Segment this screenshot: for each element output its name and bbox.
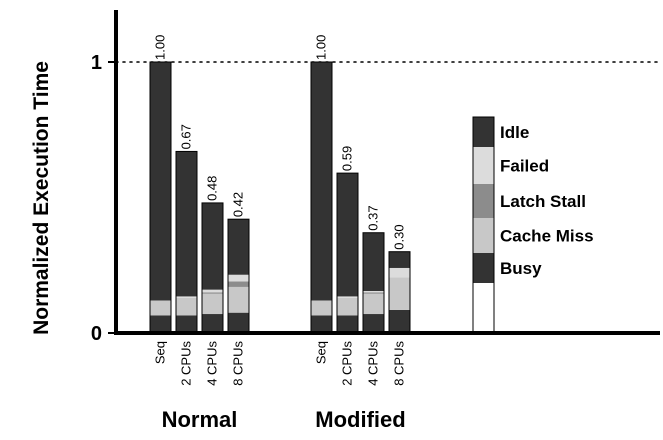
value-label-modified-4-cpus: 0.37 <box>366 205 381 230</box>
bar-segment-normal-4-cpus-latch-stall <box>202 292 223 294</box>
group-label-normal: Normal <box>162 407 238 432</box>
category-label-modified-2-cpus: 2 CPUs <box>340 341 355 386</box>
bar-segment-normal-4-cpus-cache-miss <box>202 293 223 315</box>
bar-segment-normal-2-cpus-cache-miss <box>176 297 197 316</box>
legend-label-idle: Idle <box>500 123 529 142</box>
bar-segment-modified-4-cpus-idle <box>363 232 384 291</box>
value-label-normal-8-cpus: 0.42 <box>231 192 246 217</box>
y-tick-label-0: 0 <box>91 323 102 345</box>
y-tick-label-1: 1 <box>91 52 102 74</box>
bar-segment-modified-8-cpus-idle <box>389 251 410 268</box>
value-label-modified-seq: 1.00 <box>314 35 329 60</box>
bar-labels-layer: 1.00 Seq 0.67 2 CPUs 0.48 4 CPUs 0.42 8 CPUs Nor… <box>153 35 407 432</box>
value-label-modified-2-cpus: 0.59 <box>340 146 355 171</box>
bar-segment-normal-4-cpus-failed <box>202 289 223 293</box>
bar-segment-normal-seq-idle <box>150 62 171 301</box>
bar-segment-normal-8-cpus-busy <box>228 312 249 333</box>
value-label-normal-4-cpus: 0.48 <box>205 176 220 201</box>
bar-segment-normal-4-cpus-busy <box>202 314 223 333</box>
bar-segment-normal-seq-busy <box>150 315 171 333</box>
legend-swatch-failed <box>473 147 494 184</box>
bar-segment-normal-8-cpus-cache-miss <box>228 286 249 313</box>
bar-segment-modified-4-cpus-cache-miss <box>363 293 384 315</box>
bar-segment-modified-2-cpus-cache-miss <box>337 297 358 316</box>
bar-segment-modified-2-cpus-idle <box>337 173 358 297</box>
bars-layer <box>149 61 411 334</box>
legend-label-busy: Busy <box>500 259 542 278</box>
bar-segment-modified-seq-cache-miss <box>311 300 332 316</box>
bar-segment-modified-8-cpus-busy <box>389 309 410 333</box>
bar-segment-normal-seq-cache-miss <box>150 300 171 316</box>
group-label-modified: Modified <box>315 407 405 432</box>
axes-layer: 01 <box>91 10 660 345</box>
bar-segment-modified-4-cpus-latch-stall <box>363 292 384 294</box>
bar-segment-modified-4-cpus-busy <box>363 314 384 333</box>
bar-segment-modified-seq-idle <box>311 62 332 301</box>
bar-segment-modified-4-cpus-failed <box>363 290 384 293</box>
bar-segment-modified-2-cpus-busy <box>337 315 358 333</box>
legend-label-cache-miss: Cache Miss <box>500 227 594 246</box>
category-label-normal-8-cpus: 8 CPUs <box>231 341 246 386</box>
value-label-normal-2-cpus: 0.67 <box>179 124 194 149</box>
y-axis-title: Normalized Execution Time <box>30 61 53 335</box>
value-label-modified-8-cpus: 0.30 <box>392 224 407 249</box>
bar-segment-modified-seq-busy <box>311 315 332 333</box>
legend: Idle Failed Latch Stall Cache Miss Busy <box>472 116 594 334</box>
bar-segment-normal-2-cpus-failed <box>176 296 197 298</box>
legend-swatch-cache-miss <box>473 218 494 253</box>
value-label-normal-seq: 1.00 <box>153 35 168 60</box>
bar-segment-normal-8-cpus-idle <box>228 219 249 275</box>
category-label-normal-seq: Seq <box>153 341 168 364</box>
bar-segment-normal-4-cpus-idle <box>202 202 223 290</box>
legend-swatch-busy <box>473 253 494 283</box>
bar-segment-modified-8-cpus-failed <box>389 267 410 278</box>
bar-segment-normal-2-cpus-idle <box>176 151 197 297</box>
bar-segment-normal-2-cpus-busy <box>176 315 197 333</box>
legend-label-latch-stall: Latch Stall <box>500 192 586 211</box>
category-label-normal-2-cpus: 2 CPUs <box>179 341 194 386</box>
category-label-normal-4-cpus: 4 CPUs <box>205 341 220 386</box>
legend-swatch-latch-stall <box>473 184 494 218</box>
category-label-modified-8-cpus: 8 CPUs <box>392 341 407 386</box>
bar-segment-modified-8-cpus-cache-miss <box>389 277 410 310</box>
legend-column-outline <box>472 116 495 334</box>
legend-swatch-idle <box>473 117 494 147</box>
category-label-modified-seq: Seq <box>314 341 329 364</box>
bar-segment-normal-8-cpus-failed <box>228 274 249 282</box>
legend-label-failed: Failed <box>500 157 549 176</box>
bar-segment-normal-8-cpus-latch-stall <box>228 281 249 287</box>
bar-segment-modified-2-cpus-failed <box>337 296 358 298</box>
category-label-modified-4-cpus: 4 CPUs <box>366 341 381 386</box>
